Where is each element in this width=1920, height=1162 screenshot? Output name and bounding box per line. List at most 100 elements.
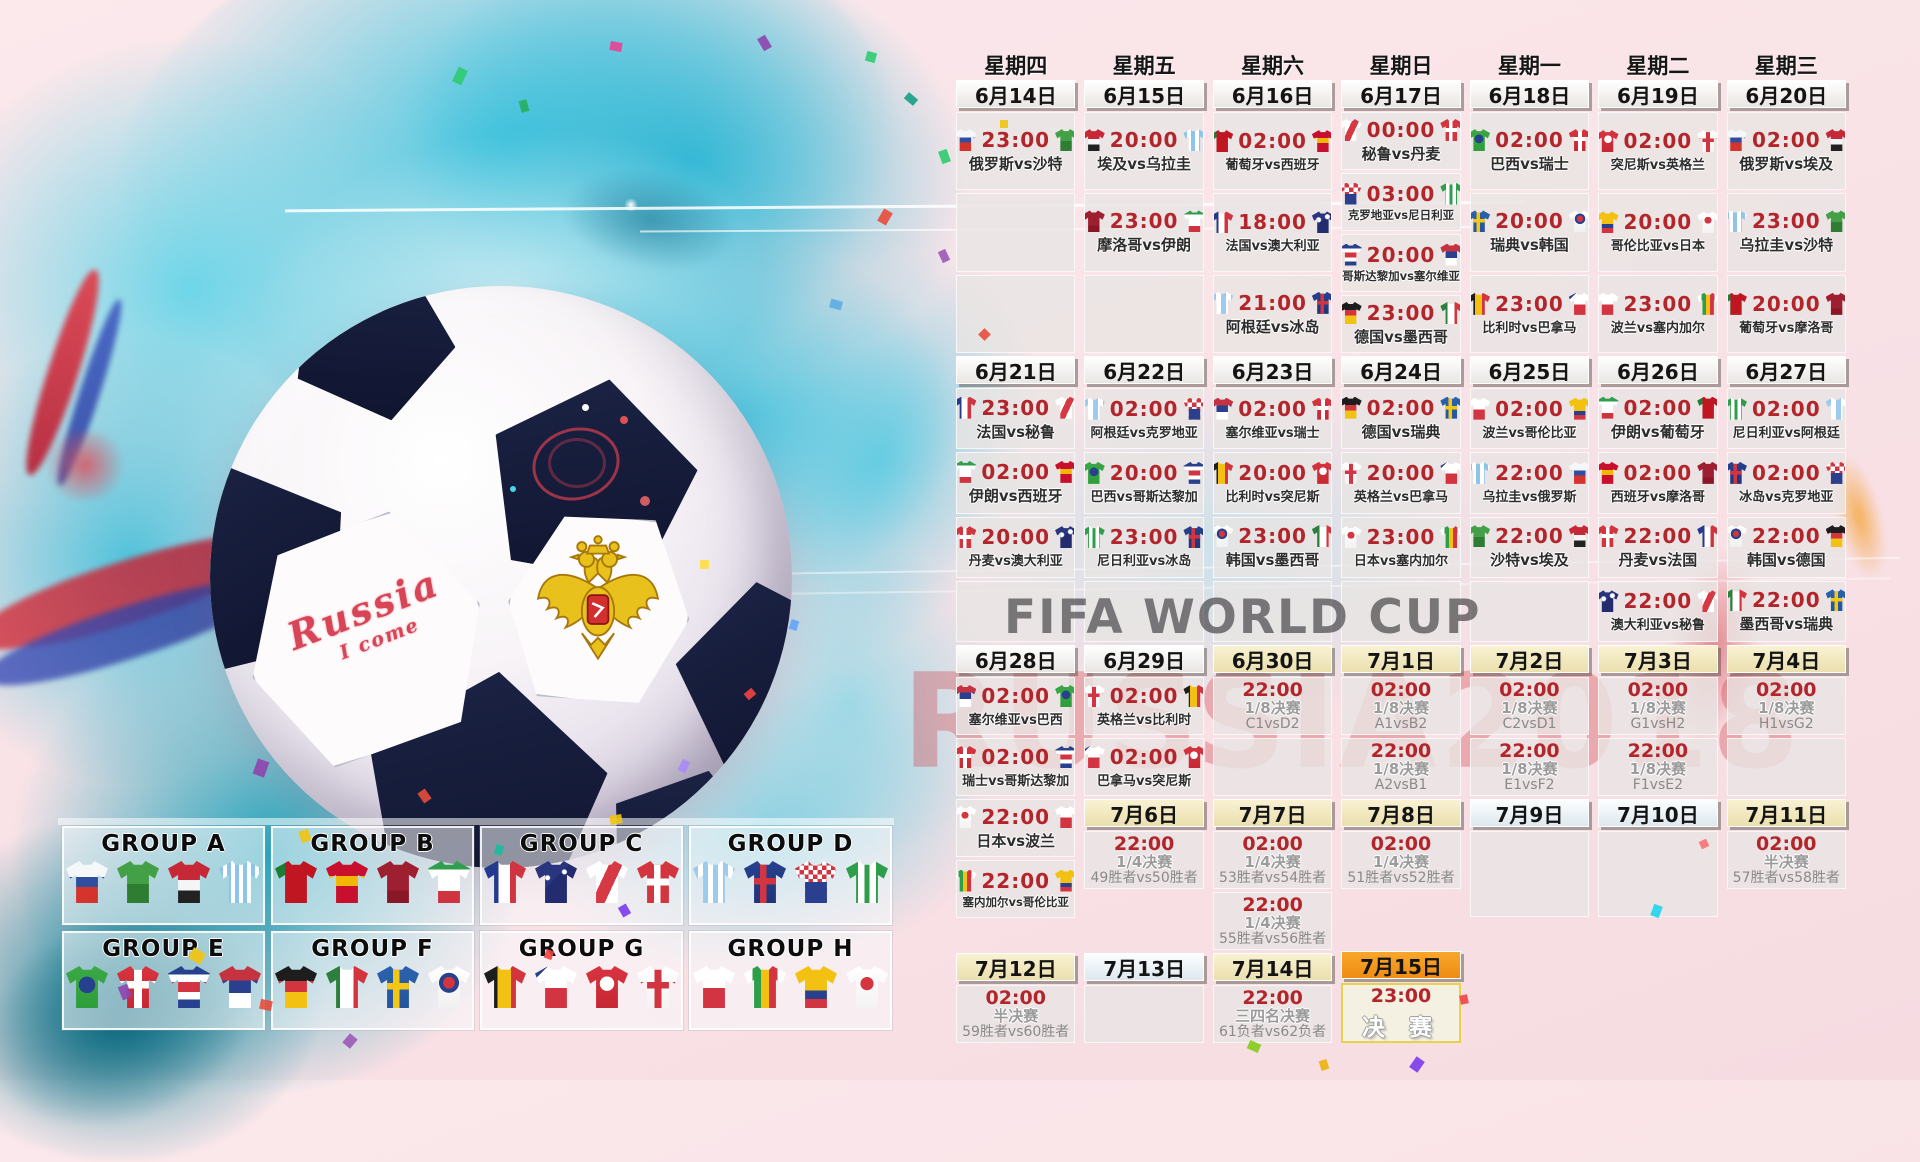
match-teams: 墨西哥vs瑞典 [1739,615,1834,634]
date-header: 7月2日 [1469,645,1590,673]
match-cell: 20:00 比利时vs突尼斯 [1212,452,1333,514]
date-header: 6月23日 [1212,356,1333,384]
match-time: 00:00 [1366,118,1436,142]
decorative-element [568,553,580,561]
match-time: 22:00 [981,805,1051,829]
match-time: 03:00 [1366,181,1436,206]
senegal-jersey-icon [957,869,977,892]
spark-dot [640,496,650,506]
date-header: 6月15日 [1084,80,1204,108]
weekday-label: 星期一 [1497,54,1561,78]
date-header: 6月17日 [1341,80,1461,108]
spain-jersey-icon [326,861,368,903]
weekday-label: 星期三 [1754,54,1818,78]
knockout-pairing: C1vsD2 [1245,716,1300,733]
match-row: 20:00 [1727,292,1845,316]
costarica-jersey-icon [1055,746,1075,768]
australia-jersey-icon [1599,590,1619,613]
red-brush-stroke [15,265,111,480]
match-row: 23:00 [1213,524,1332,548]
egypt-jersey-icon [1568,525,1589,548]
knockout-time: 02:00 [1756,833,1817,856]
ball-pentagon [665,568,792,775]
match-time: 20:00 [1495,209,1564,234]
paint-blob [552,155,748,285]
knockout-stage: 1/4决赛 [1244,914,1301,933]
calendar-column: 6月30日 22:00 1/8决赛 C1vsD2 7月7日 02:00 1/4决赛 53胜者v… [1212,645,1333,1046]
knockout-stage: 1/8决赛 [1629,699,1687,718]
germany-jersey-icon [1825,525,1845,548]
match-teams: 比利时vs突尼斯 [1225,489,1320,505]
match-cell: 23:00 德国vs墨西哥 [1341,295,1461,353]
match-time: 02:00 [1623,395,1693,420]
nigeria-jersey-icon [1085,526,1105,549]
date-header: 7月3日 [1598,645,1718,673]
tunisia-jersey-icon [1311,461,1332,484]
match-time: 23:00 [1751,209,1821,234]
match-row: 02:00 [1727,128,1845,152]
cells-stack: 02:00 波兰vs哥伦比亚 22:00 乌拉圭vs俄罗斯 22:00 沙特vs埃及 [1469,388,1590,645]
spain-jersey-icon [1055,460,1075,483]
match-teams: 塞尔维亚vs瑞士 [1225,425,1320,441]
match-row: 02:00 [1085,684,1203,708]
match-time: 23:00 [981,395,1051,420]
mexico-jersey-icon [1440,302,1460,324]
morocco-jersey-icon [1697,461,1717,484]
sweden-jersey-icon [1825,589,1845,612]
match-time: 22:00 [981,868,1051,893]
knockout-time: 22:00 [1113,833,1175,856]
decorative-element [585,544,611,555]
match-teams: 巴西vs哥斯达黎加 [1090,489,1198,505]
knockout-cell: 22:00 1/8决赛 E1vsF2 [1469,738,1590,796]
brazil-jersey-icon [1470,129,1491,152]
serbia-jersey-icon [1440,243,1460,266]
switzerland-jersey-icon [1568,129,1589,152]
knockout-cell: 02:00 1/8决赛 H1vsG2 [1726,677,1846,735]
korea-jersey-icon [1568,210,1589,233]
calendar-column: 7月4日 02:00 1/8决赛 H1vsG2 7月11日 02:00 半决赛 57胜者vs5… [1726,645,1846,1046]
group-jerseys [66,861,261,903]
spark-dot [620,416,628,424]
match-time: 20:00 [981,525,1051,550]
date-header: 6月14日 [956,80,1076,108]
match-teams: 英格兰vs比利时 [1097,713,1192,728]
group-box: GROUP E [62,931,265,1030]
match-row: 20:00 [1342,461,1460,485]
knockout-cell: 02:00 1/8决赛 G1vsH2 [1598,677,1718,735]
match-cell: 02:00 巴拿马vs突尼斯 [1084,738,1204,796]
calendar-column: 6月18日 02:00 巴西vs瑞士 20:00 瑞典vs韩国 23:00 比利时vs巴拿马 [1469,80,1590,356]
date-header: 7月7日 [1212,799,1333,827]
match-row: 02:00 [957,745,1075,769]
confetti-piece [252,758,270,778]
knockout-stage: 1/8决赛 [1372,760,1430,779]
match-row: 18:00 [1213,210,1332,234]
sparkle-icon [624,198,638,212]
iran-jersey-icon [1183,210,1203,233]
knockout-pairing: C2vsD1 [1502,716,1557,733]
knockout-cell: 02:00 1/8决赛 A1vsB2 [1341,677,1461,735]
weekday-label: 星期二 [1626,54,1690,78]
denmark-jersey-icon [957,526,977,549]
confetti-piece [1409,1056,1425,1073]
match-row: 02:00 [1470,128,1589,152]
group-jerseys [484,966,679,1008]
match-teams: 乌拉圭vs俄罗斯 [1482,489,1577,505]
knockout-stage: 1/8决赛 [1758,699,1815,718]
knockout-stage: 1/4决赛 [1115,853,1173,872]
group-title: GROUP H [727,936,854,962]
match-cell: 20:00 瑞典vs韩国 [1469,193,1590,272]
iran-jersey-icon [957,460,977,483]
sweden-jersey-icon [377,966,419,1008]
match-teams: 葡萄牙vs摩洛哥 [1739,320,1834,336]
blue-brush-stroke [50,296,130,489]
group-title: GROUP G [518,936,645,962]
match-teams: 韩国vs墨西哥 [1225,551,1320,570]
empty-cell [1212,738,1333,796]
match-teams: 葡萄牙vs西班牙 [1225,158,1320,174]
group-jerseys [66,966,261,1008]
germany-jersey-icon [1342,302,1362,324]
empty-cell [1084,580,1204,642]
match-time: 23:00 [1623,291,1693,316]
decorative-element [593,535,603,545]
